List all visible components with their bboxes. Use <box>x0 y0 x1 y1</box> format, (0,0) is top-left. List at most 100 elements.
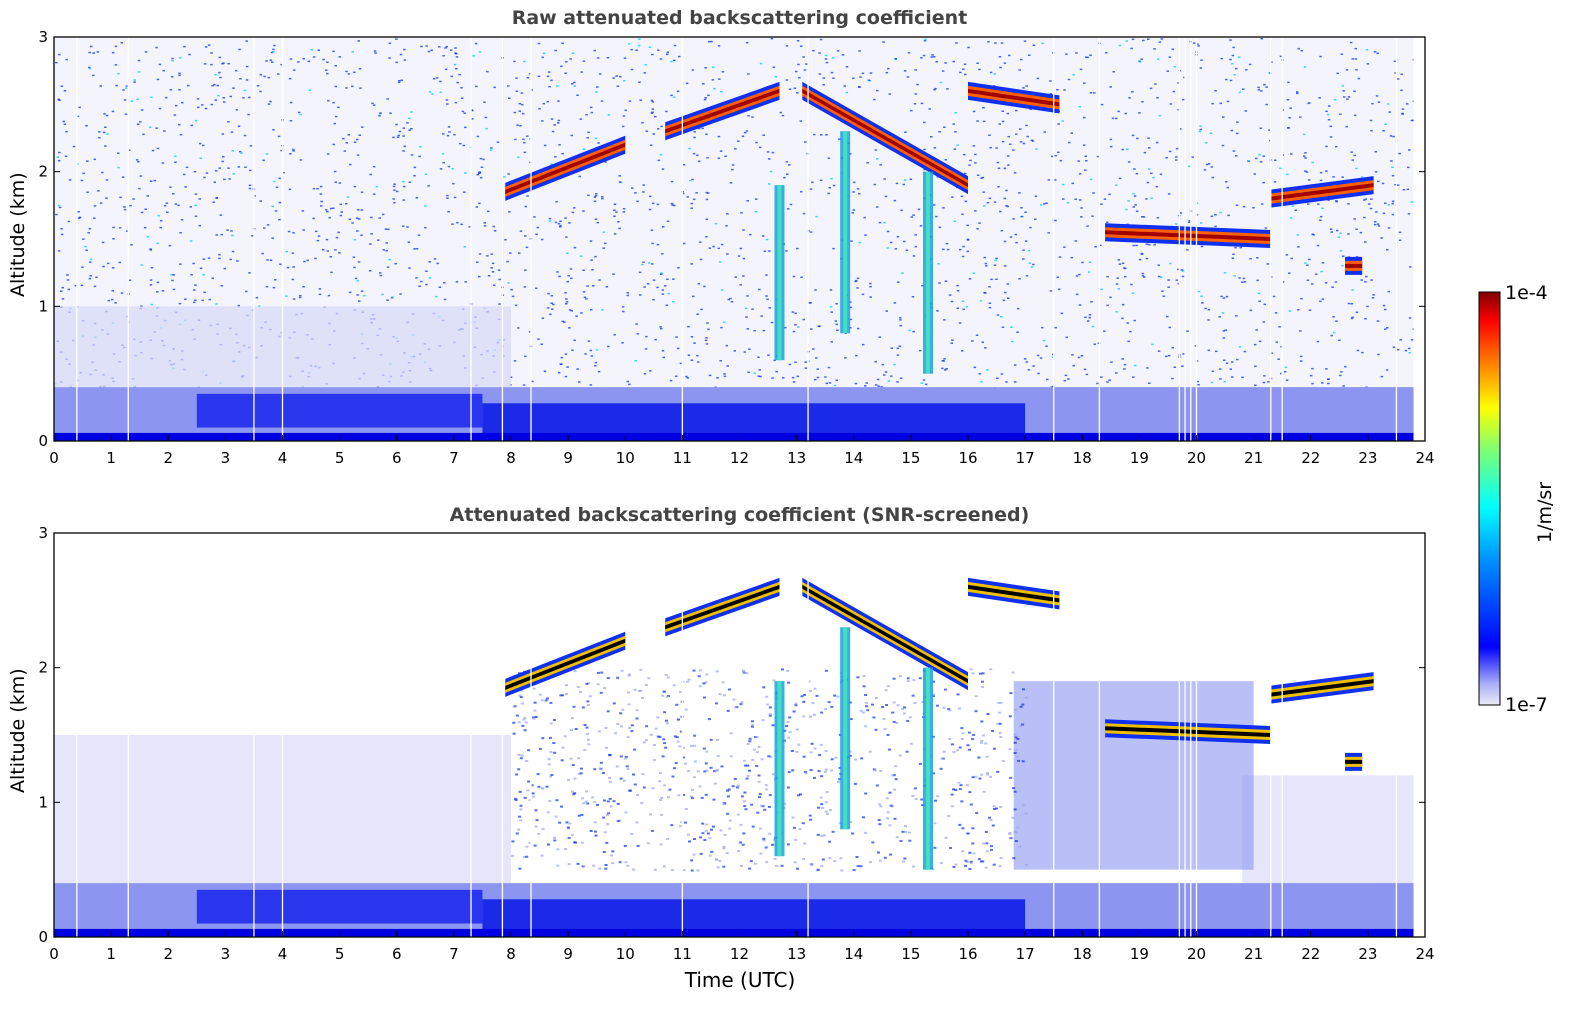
panel1-noise-dot <box>201 104 204 106</box>
panel1-noise-dot <box>1361 351 1364 354</box>
panel1-noise-dot <box>1211 176 1214 179</box>
panel2-low-dot <box>889 853 893 856</box>
panel1-noise-dot <box>406 226 409 228</box>
panel1-noise-dot <box>334 181 337 183</box>
panel2-low-dot <box>748 867 752 870</box>
panel1-noise-dot <box>1003 265 1007 267</box>
panel1-noise-dot <box>770 37 774 40</box>
panel1-noise-dot <box>378 217 381 219</box>
panel1-noise-dot <box>435 77 439 79</box>
panel2-low-dot <box>871 703 874 706</box>
panel1-noise-dot <box>318 288 322 290</box>
panel1-noise-dot <box>356 154 360 156</box>
panel1-noise-dot <box>635 49 638 51</box>
panel1-noise-dot <box>563 321 566 323</box>
panel1-noise-dot <box>1000 316 1003 318</box>
panel1-noise-dot <box>1226 100 1230 103</box>
panel1-noise-dot <box>478 202 481 205</box>
panel1-noise-dot <box>221 160 224 163</box>
panel1-noise-dot <box>248 187 252 190</box>
panel2-low-dot <box>971 738 975 741</box>
panel2-low-dot <box>818 754 822 757</box>
panel2-low-dot <box>619 725 623 728</box>
panel1-noise-dot <box>587 131 590 134</box>
panel1-noise-dot <box>662 356 665 359</box>
panel1-noise-dot <box>1308 258 1311 261</box>
panel2-low-dot <box>785 725 789 727</box>
panel1-noise-dot <box>1105 52 1108 54</box>
panel1-noise-dot <box>222 97 225 99</box>
panel2-low-dot <box>561 746 565 749</box>
panel2-low-dot <box>879 859 882 862</box>
panel1-noise-dot <box>199 157 202 159</box>
panel2-low-dot <box>901 830 905 833</box>
panel1-noise-dot <box>217 94 220 97</box>
panel2-low-dot <box>989 819 993 821</box>
panel1-noise-dot <box>468 226 471 228</box>
panel1-noise-dot <box>1086 56 1089 59</box>
panel2-low-dot <box>984 831 988 833</box>
panel2-low-dot <box>571 790 574 793</box>
panel1-noise-dot <box>856 188 860 190</box>
panel1-noise-dot <box>146 195 149 197</box>
panel1-noise-dot <box>1265 86 1268 88</box>
panel1-noise-dot <box>852 181 856 184</box>
panel1-noise-dot <box>836 50 840 52</box>
panel1-noise-dot <box>1029 108 1032 110</box>
panel2-low-dot <box>690 744 693 747</box>
panel1-noise-dot <box>650 112 654 114</box>
panel1-noise-dot <box>590 355 594 357</box>
panel1-noise-dot <box>1387 227 1391 229</box>
panel1-noise-dot <box>621 306 625 308</box>
panel2-low-dot <box>530 784 534 787</box>
panel1-noise-dot <box>546 307 550 309</box>
panel2-low-dot <box>974 695 978 698</box>
panel1-noise-dot <box>759 62 763 65</box>
panel2-low-dot <box>635 821 639 824</box>
panel2-low-dot <box>864 694 868 696</box>
panel2-low-dot <box>636 844 640 847</box>
panel1-noise-dot <box>854 382 858 385</box>
panel2-low-dot <box>911 795 915 797</box>
panel1-noise-dot <box>1066 202 1070 204</box>
panel1-noise-dot <box>1376 320 1380 322</box>
panel1-noise-dot <box>651 53 654 56</box>
panel1-noise-dot <box>555 201 558 203</box>
panel2-low-dot <box>668 788 672 791</box>
panel2-low-dot <box>609 854 613 857</box>
panel2-low-dot <box>642 786 646 789</box>
panel1-noise-dot <box>718 78 721 80</box>
panel1-noise-dot <box>720 243 724 246</box>
panel1-noise-dot <box>441 153 445 155</box>
panel1-noise-dot <box>1080 355 1084 357</box>
panel1-noise-dot <box>594 361 598 364</box>
panel1-noise-dot <box>242 97 245 99</box>
panel1-noise-dot <box>887 67 890 70</box>
panel1-noise-dot <box>976 62 979 64</box>
panel2-low-dot <box>519 696 523 699</box>
panel1-noise-dot <box>1142 39 1145 42</box>
panel1-noise-dot <box>699 258 703 261</box>
panel1-noise-dot <box>1078 304 1082 306</box>
panel1-noise-dot <box>757 375 760 377</box>
panel2-low-dot <box>535 819 539 822</box>
panel2-xtick-label: 2 <box>163 945 173 963</box>
panel1-noise-dot <box>1169 103 1173 105</box>
panel2-low-dot <box>722 865 726 868</box>
panel1-noise-dot <box>855 354 858 357</box>
panel1-noise-dot <box>1146 367 1149 369</box>
panel2-low-dot <box>712 798 716 801</box>
panel2-low-dot <box>949 847 952 849</box>
panel1-xtick-label: 0 <box>49 449 59 467</box>
panel1-noise-dot <box>578 381 581 383</box>
panel2-low-dot <box>961 827 965 830</box>
panel1-noise-dot <box>428 91 432 93</box>
panel1-noise-dot <box>402 180 405 183</box>
panel1-noise-dot <box>737 255 741 257</box>
panel1-noise-dot <box>1188 221 1191 223</box>
panel1-noise-dot <box>1229 39 1232 41</box>
panel2-low-dot <box>584 800 588 803</box>
panel1-noise-dot <box>1281 154 1285 156</box>
panel1-noise-dot <box>1215 350 1218 353</box>
panel2-low-dot <box>555 799 559 802</box>
